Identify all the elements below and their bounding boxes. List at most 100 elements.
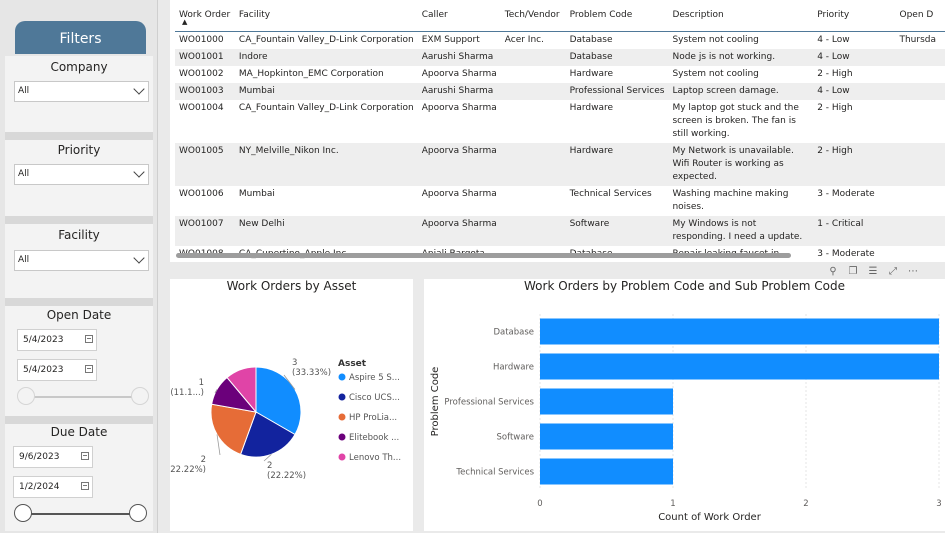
- open-date-slider-end-handle[interactable]: [131, 387, 149, 405]
- bar[interactable]: [540, 458, 673, 485]
- x-axis-title: Count of Work Order: [658, 512, 762, 523]
- column-header-caller[interactable]: Caller: [417, 8, 501, 32]
- facility-dropdown[interactable]: All: [14, 250, 149, 271]
- pie-slice[interactable]: [226, 366, 257, 414]
- filters-pane: Filters Company All Priority All Facilit…: [0, 0, 158, 533]
- pie-legend-entry[interactable]: Lenovo Th...: [349, 453, 401, 463]
- focus-icon[interactable]: ⤢: [889, 266, 897, 277]
- bar[interactable]: [540, 318, 939, 345]
- pin-icon[interactable]: ⚲: [829, 266, 837, 277]
- due-date-start-input[interactable]: 9/6/2023: [13, 446, 93, 468]
- facility-dropdown-value: All: [18, 255, 30, 265]
- table-row[interactable]: WO01007 New Delhi Apoorva Sharma Software My…: [175, 215, 945, 246]
- pie-legend-marker[interactable]: [338, 453, 346, 461]
- cell-description: System not cooling: [672, 68, 759, 79]
- due-date-end-input[interactable]: 1/2/2024: [13, 476, 93, 498]
- column-header-priority[interactable]: Priority: [813, 8, 896, 32]
- due-date-slider-end-handle[interactable]: [129, 504, 147, 522]
- chevron-down-icon: [133, 83, 145, 95]
- calendar-icon[interactable]: [81, 482, 89, 490]
- column-header-tech-vendor[interactable]: Tech/Vendor: [500, 8, 566, 32]
- company-dropdown[interactable]: All: [14, 81, 149, 102]
- table-row[interactable]: WO01000 CA_Fountain Valley_D-Link Corpora…: [175, 31, 945, 49]
- due-date-slider-start-handle[interactable]: [14, 504, 32, 522]
- filter-icon[interactable]: ☰: [868, 266, 878, 277]
- x-tick-label: 2: [803, 499, 808, 509]
- bar-chart-title: Work Orders by Problem Code and Sub Prob…: [524, 279, 845, 293]
- bar[interactable]: [540, 423, 673, 450]
- filters-header: Filters: [15, 21, 146, 54]
- separator: [5, 132, 153, 140]
- chevron-down-icon: [133, 252, 145, 264]
- cell-tech-vendor: [501, 186, 566, 216]
- column-header-description[interactable]: Description: [668, 8, 814, 32]
- x-tick-label: 1: [670, 499, 675, 509]
- cell-facility: Indore: [234, 48, 418, 66]
- table-row[interactable]: WO01005 NY_Melville_Nikon Inc. Apoorva Sha…: [175, 142, 945, 186]
- table-row[interactable]: WO01001 Indore Aarushi Sharma Database Node …: [175, 48, 945, 66]
- open-date-slicer-title: Open Date: [46, 308, 112, 322]
- pie-legend-entry[interactable]: Cisco UCS...: [349, 393, 400, 403]
- open-date-start-input[interactable]: 5/4/2023: [17, 329, 97, 351]
- calendar-icon[interactable]: [85, 365, 93, 373]
- pie-slice[interactable]: [210, 403, 257, 455]
- due-date-end-value: 1/2/2024: [19, 482, 60, 492]
- open-date-slider-start-handle[interactable]: [17, 387, 35, 405]
- column-header-facility[interactable]: Facility: [234, 8, 418, 32]
- cell-work-order: WO01001: [175, 48, 235, 66]
- pie-legend-marker[interactable]: [338, 393, 346, 401]
- table-row[interactable]: WO01002 MA_Hopkinton_EMC Corporation Apoor…: [175, 66, 945, 83]
- cell-work-order: WO01006: [179, 188, 224, 199]
- pie-data-label-pct: (11.1...): [170, 388, 204, 398]
- open-date-slider-track[interactable]: [26, 396, 140, 398]
- cell-caller: Apoorva Sharma: [417, 142, 501, 186]
- priority-slicer: Priority All: [5, 140, 153, 216]
- open-date-start-value: 5/4/2023: [23, 335, 64, 345]
- bar[interactable]: [540, 388, 673, 415]
- more-icon[interactable]: ⋯: [908, 266, 918, 277]
- pie-slice[interactable]: [239, 411, 296, 458]
- cell-problem-code: Hardware: [565, 142, 669, 186]
- column-header-open-date[interactable]: Open D: [895, 8, 945, 32]
- visual-header-icons: ⚲ ❐ ☰ ⤢ ⋯: [826, 265, 945, 281]
- cell-tech-vendor: Acer Inc.: [504, 34, 544, 45]
- pie-legend-marker[interactable]: [338, 373, 346, 381]
- y-axis-title: Problem Code: [430, 367, 441, 437]
- column-header-problem-code[interactable]: Problem Code: [565, 8, 669, 32]
- facility-slicer: Facility All: [5, 224, 153, 298]
- priority-dropdown[interactable]: All: [14, 164, 149, 185]
- horizontal-scrollbar[interactable]: [176, 253, 791, 258]
- pie-legend-entry[interactable]: Aspire 5 S...: [349, 373, 400, 383]
- open-date-end-input[interactable]: 5/4/2023: [17, 359, 97, 381]
- cell-description: My laptop got stuck and the screen is br…: [672, 102, 799, 139]
- pie-legend-marker[interactable]: [338, 413, 346, 421]
- cell-work-order: WO01002: [179, 68, 224, 79]
- cell-tech-vendor: [500, 48, 566, 66]
- cell-open-date: [895, 142, 945, 186]
- cell-problem-code: Hardware: [569, 68, 614, 79]
- table-row[interactable]: WO01004 CA_Fountain Valley_D-Link Corpora…: [175, 100, 945, 143]
- copy-icon[interactable]: ❐: [848, 266, 858, 277]
- pie-legend-entry[interactable]: HP ProLia...: [349, 413, 397, 423]
- cell-facility: CA_Fountain Valley_D-Link Corporation: [238, 102, 414, 113]
- table-row[interactable]: WO01006 Mumbai Apoorva Sharma Technical Ser…: [175, 186, 945, 216]
- work-orders-table-visual: Work Order ▲ Facility Caller Tech/Vendor …: [170, 0, 945, 262]
- cell-facility: Mumbai: [234, 82, 418, 100]
- work-orders-table: Work Order ▲ Facility Caller Tech/Vendor …: [175, 8, 945, 262]
- bar-chart-card: Work Orders by Problem Code and Sub Prob…: [424, 279, 945, 531]
- cell-facility: New Delhi: [234, 215, 418, 246]
- cell-open-date: [895, 246, 945, 263]
- table-row[interactable]: WO01003 Mumbai Aarushi Sharma Professional …: [175, 82, 945, 100]
- due-date-slider-track[interactable]: [23, 513, 141, 515]
- cell-work-order: WO01004: [179, 102, 224, 113]
- calendar-icon[interactable]: [85, 335, 93, 343]
- separator: [5, 216, 153, 224]
- separator: [5, 416, 153, 424]
- pie-legend-marker[interactable]: [338, 433, 346, 441]
- bar[interactable]: [540, 353, 939, 380]
- cell-description: Laptop screen damage.: [668, 82, 814, 100]
- pie-data-label: 2: [267, 461, 272, 471]
- column-header-work-order[interactable]: Work Order ▲: [175, 8, 235, 32]
- pie-legend-entry[interactable]: Elitebook ...: [349, 433, 399, 443]
- calendar-icon[interactable]: [81, 452, 89, 460]
